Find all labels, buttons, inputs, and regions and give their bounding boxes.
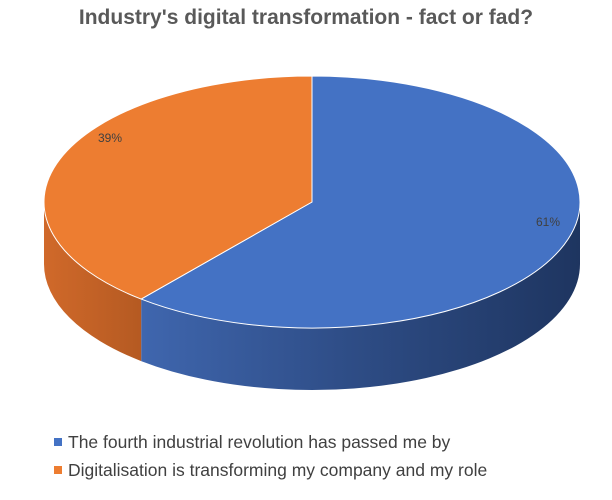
pie-slice-side <box>44 202 142 362</box>
data-label: 39% <box>98 131 122 145</box>
pie-slice-side <box>141 202 581 391</box>
legend-label: The fourth industrial revolution has pas… <box>68 431 451 452</box>
pie-chart: 61% 39% <box>43 75 581 391</box>
legend-label: Digitalisation is transforming my compan… <box>68 459 488 480</box>
legend-item: The fourth industrial revolution has pas… <box>54 428 487 456</box>
legend-swatch-blue <box>54 438 62 446</box>
legend-swatch-orange <box>54 466 62 474</box>
chart-title: Industry's digital transformation - fact… <box>78 6 534 29</box>
pie-slice <box>140 75 581 329</box>
data-label: 61% <box>536 215 560 229</box>
pie-slice <box>43 75 313 300</box>
legend: The fourth industrial revolution has pas… <box>54 428 487 484</box>
legend-item: Digitalisation is transforming my compan… <box>54 456 487 484</box>
